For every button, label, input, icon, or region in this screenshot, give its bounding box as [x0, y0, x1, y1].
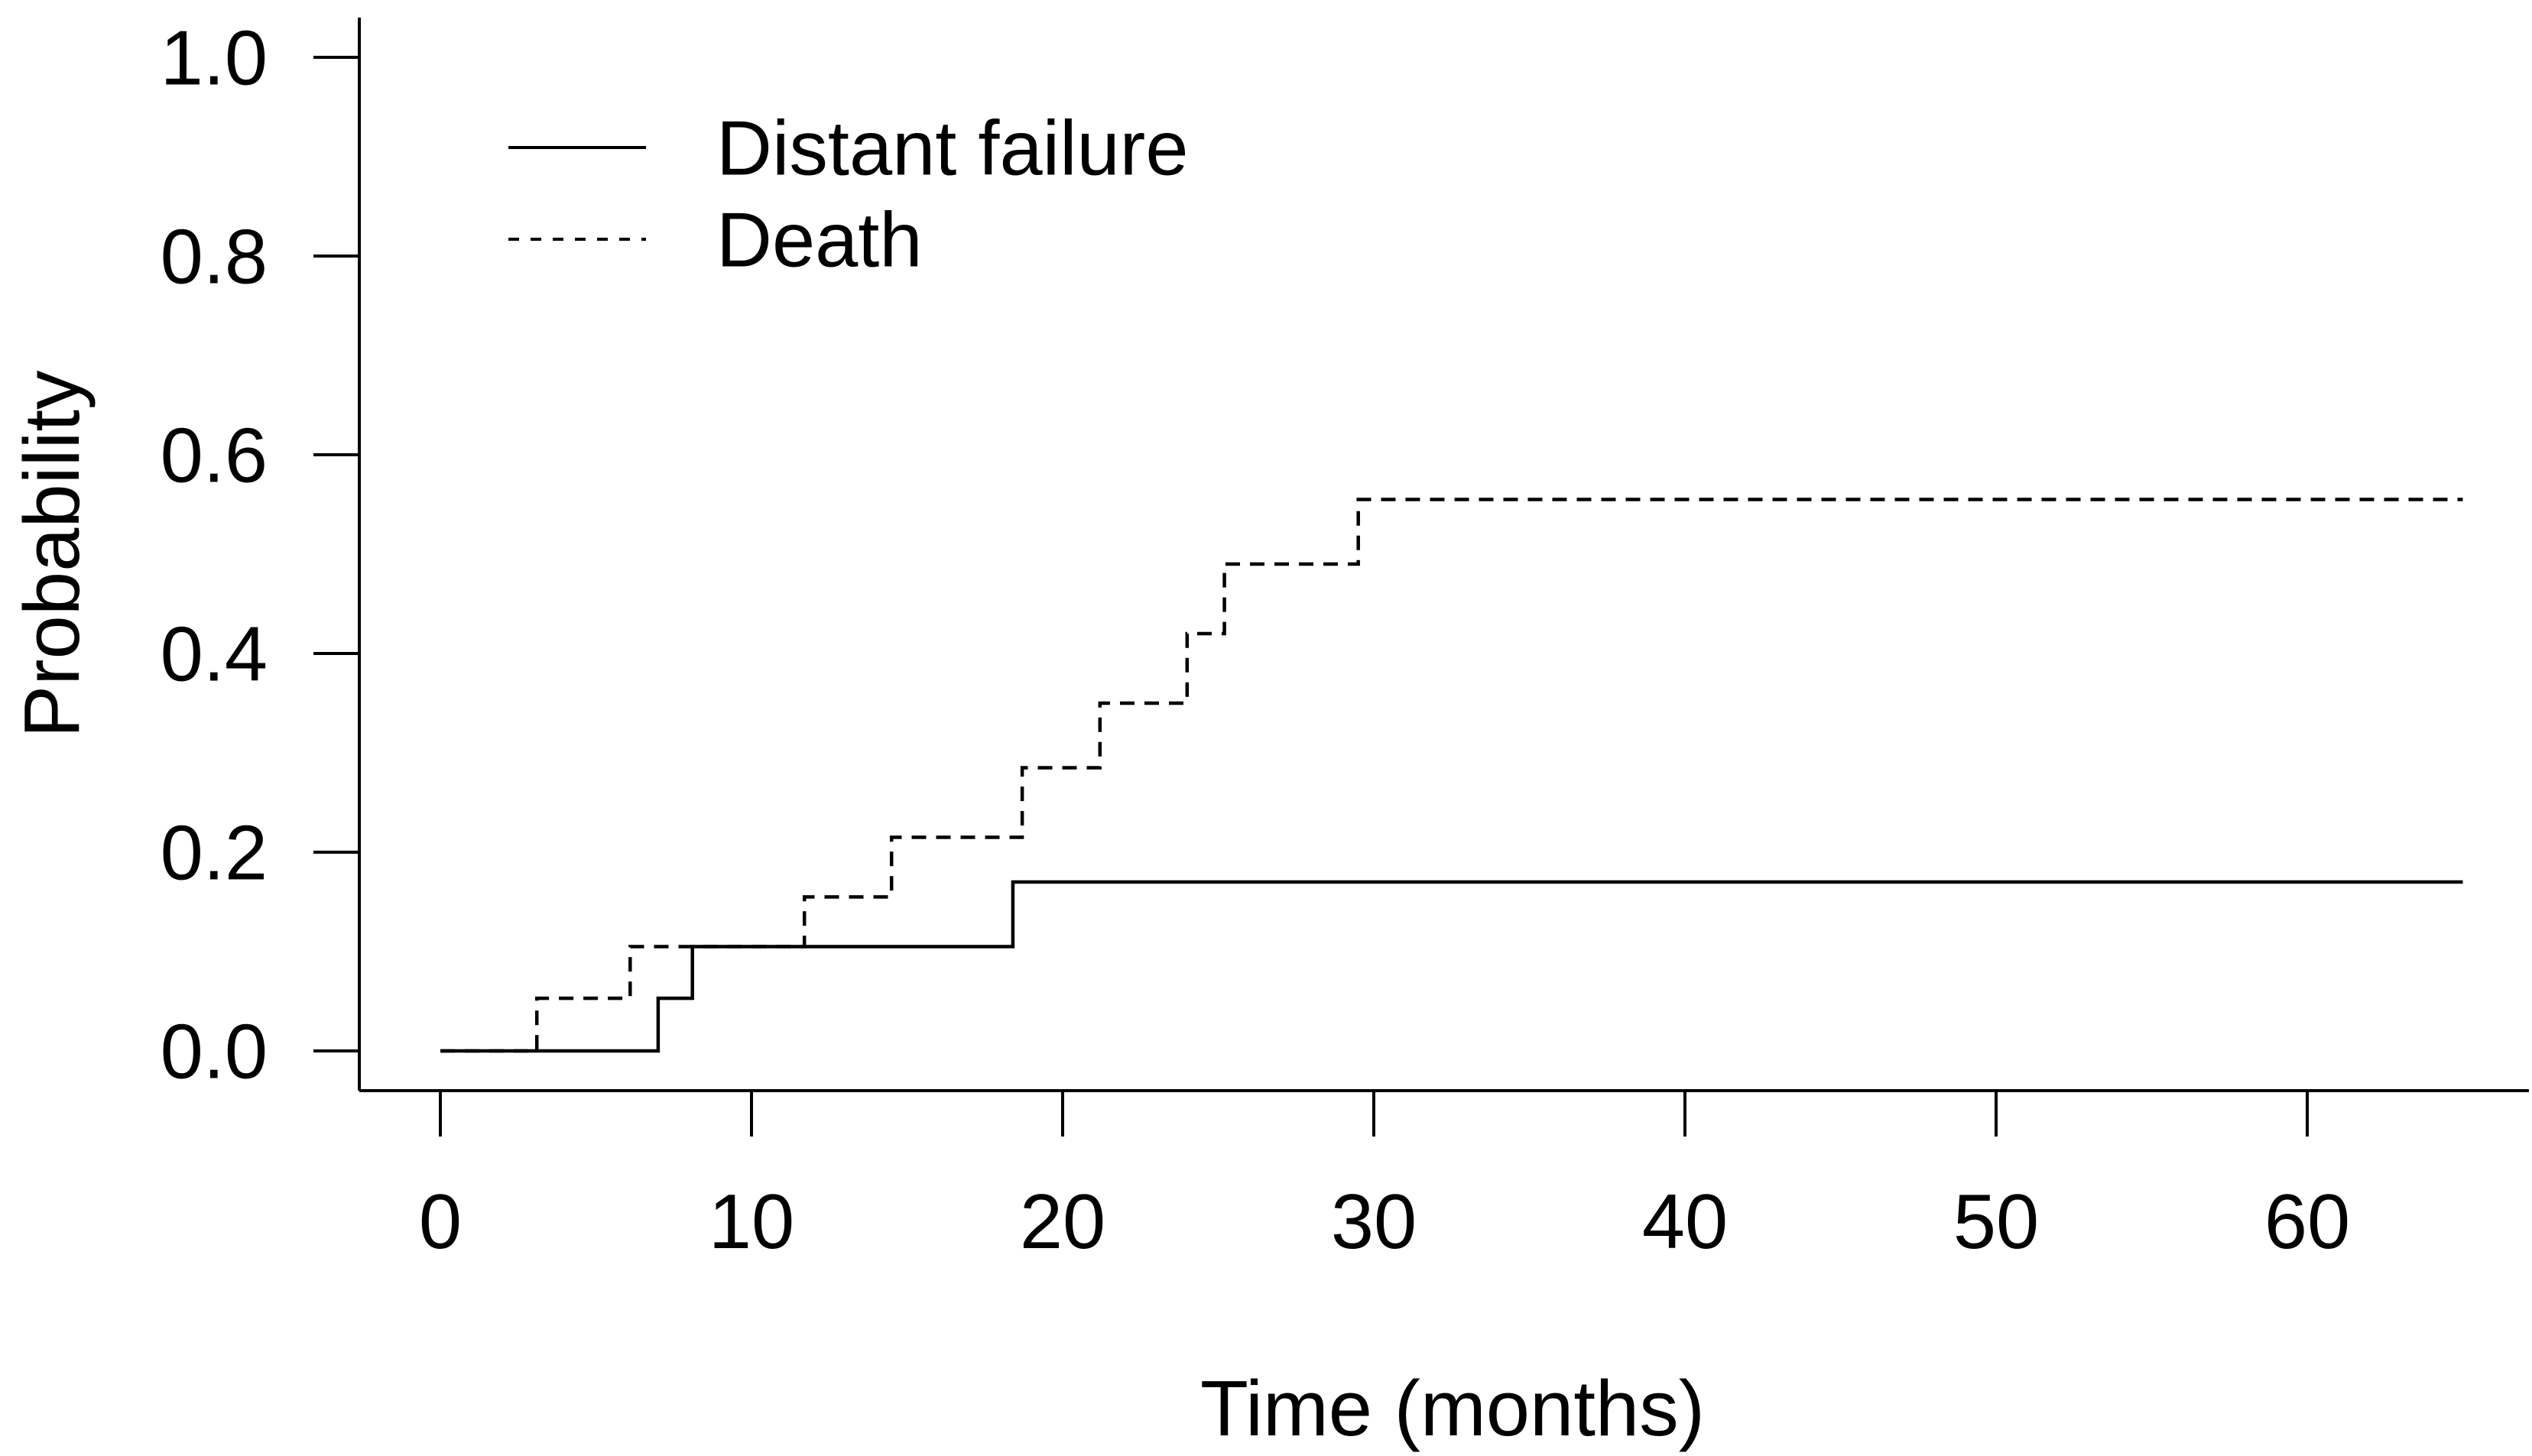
y-tick-label: 0.4: [161, 611, 268, 697]
x-tick-label: 10: [709, 1179, 794, 1265]
y-tick-label: 0.6: [161, 413, 268, 498]
y-axis-title: Probability: [8, 370, 96, 738]
y-tick-label: 0.0: [161, 1009, 268, 1094]
x-axis: 0 10 20 30 40 50 60: [359, 1089, 2529, 1265]
y-tick-label: 0.2: [161, 810, 268, 896]
death-curve: [440, 498, 2463, 1053]
legend-item-distant-failure: Distant failure: [508, 105, 1189, 191]
x-tick-label: 30: [1331, 1179, 1417, 1265]
x-tick-label: 60: [2264, 1179, 2350, 1265]
legend-label: Death: [716, 197, 923, 283]
y-tick-label: 1.0: [161, 15, 268, 101]
x-tick-label: 0: [419, 1179, 462, 1265]
y-axis: 0.0 0.2 0.4 0.6 0.8 1.0: [161, 15, 361, 1094]
x-tick-label: 40: [1642, 1179, 1728, 1265]
x-tick-label: 50: [1953, 1179, 2039, 1265]
legend-item-death: Death: [508, 197, 923, 283]
distant-failure-curve: [440, 880, 2463, 1053]
y-tick-label: 0.8: [161, 214, 268, 300]
curves: [440, 498, 2463, 1053]
legend-label: Distant failure: [716, 105, 1189, 191]
x-axis-title: Time (months): [1200, 1364, 1705, 1452]
x-tick-label: 20: [1020, 1179, 1105, 1265]
